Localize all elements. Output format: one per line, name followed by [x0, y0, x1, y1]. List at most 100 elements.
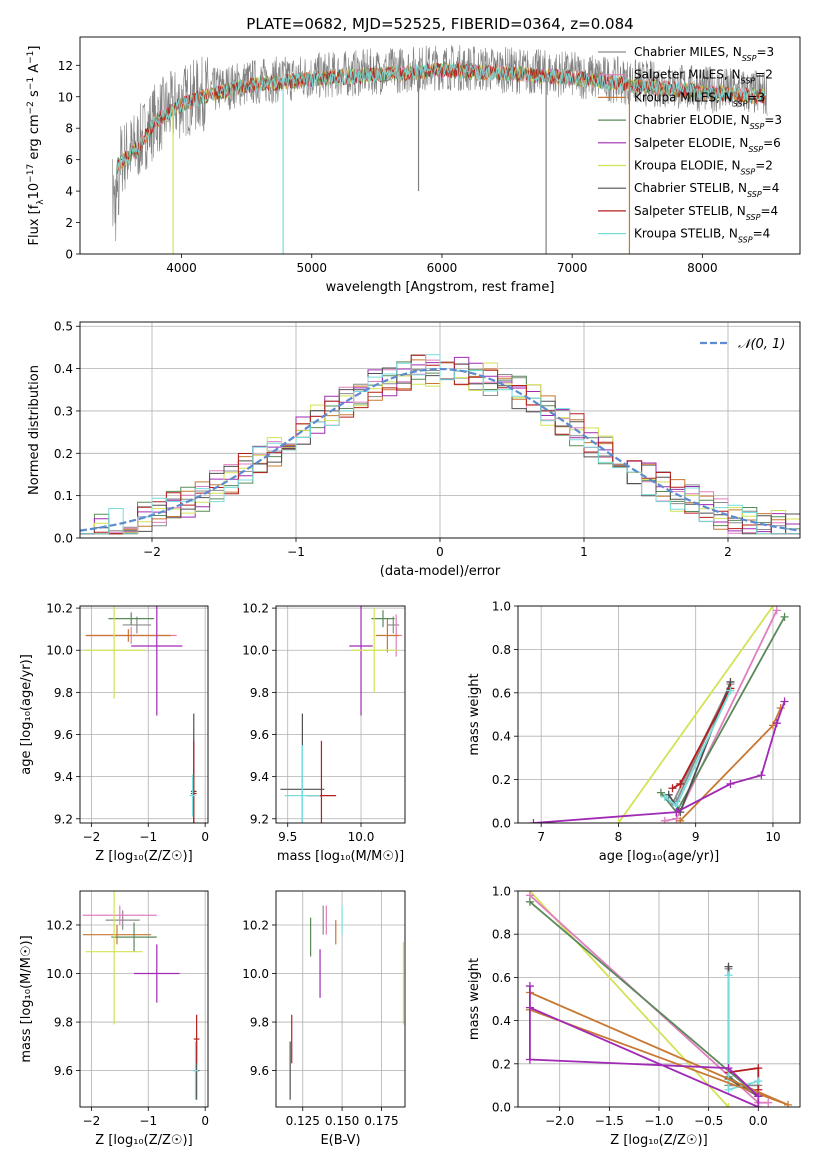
axes-frame [517, 605, 801, 824]
y-tick-label: 0.0 [492, 1101, 511, 1115]
y-tick-label: 0.8 [492, 928, 511, 942]
weight-series-marker [614, 819, 623, 823]
y-axis-label-part: λ [36, 199, 46, 205]
legend-name: Chabrier MILES, N [634, 45, 742, 59]
y-tick-label: 0.2 [54, 447, 73, 461]
legend-n: =3 [764, 113, 782, 127]
y-tick-label: 0.8 [492, 643, 511, 657]
plot-area-mass-vs-Z [82, 891, 200, 1100]
y-axis-label-part: −1 [26, 77, 36, 90]
axes-mass-vs-ebv: 0.125 0.150 0.175 9.6 9.8 10.0 10.2 E(B-V) [242, 890, 406, 1148]
y-tick-label: 9.4 [54, 770, 73, 784]
x-tick-label: −1 [287, 545, 305, 559]
x-axis-label: Z [log₁₀(Z/Z☉)] [610, 1133, 707, 1148]
weight-series-marker [754, 1077, 763, 1086]
axes-frame [275, 890, 406, 1108]
axes-frame [79, 36, 801, 255]
plot-area-mass-vs-ebv [289, 905, 405, 1100]
weight-series-line [529, 986, 760, 1107]
y-axis-label: mass weight [467, 958, 482, 1040]
weight-series-marker [726, 779, 735, 788]
x-tick-label: 0.150 [325, 1114, 359, 1128]
y-tick-label: 10.2 [46, 918, 73, 932]
legend-sub: SSP [741, 167, 756, 176]
y-tick-label: 0.2 [492, 1057, 511, 1071]
x-axis-label: (data-model)/error [380, 564, 501, 579]
weight-series-marker [660, 816, 669, 823]
weight-series-marker [784, 1100, 793, 1107]
y-tick-label: 9.8 [54, 1016, 73, 1030]
y-tick-label: 10.2 [242, 602, 269, 616]
plot-area-weight-vs-age [529, 606, 789, 823]
axes-frame [275, 605, 406, 824]
weight-series-marker [672, 808, 681, 817]
weight-series-marker [525, 1055, 534, 1064]
weight-series-marker [525, 897, 534, 906]
weight-series-marker [525, 982, 534, 991]
legend-n: =4 [753, 227, 771, 241]
weight-series-marker [724, 971, 733, 980]
y-tick-label: 0.1 [54, 489, 73, 503]
y-tick-label: 10.0 [46, 644, 73, 658]
weight-series-marker [780, 697, 789, 706]
weight-series-marker [772, 606, 781, 615]
y-axis-label-part: ] [27, 46, 42, 51]
y-tick-label: 0.6 [492, 971, 511, 985]
y-tick-label: 0 [65, 248, 73, 262]
x-tick-label: 0 [436, 545, 444, 559]
x-tick-label: −1.5 [595, 1114, 624, 1128]
axes-spectrum: 4000 5000 6000 7000 8000 0 2 4 6 8 10 12 wavelength … [26, 36, 801, 295]
y-tick-label: 9.2 [54, 812, 73, 826]
y-tick-label: 9.8 [250, 686, 269, 700]
weight-series-line [533, 701, 786, 823]
x-tick-label: −2 [83, 1114, 101, 1128]
axes-frame [79, 605, 209, 824]
weight-series-marker [768, 606, 777, 610]
x-tick-label: −0.5 [694, 1114, 723, 1128]
y-axis-label-part: A [27, 64, 42, 77]
axes-residuals: −2 −1 0 1 2 0.0 0.1 0.2 0.3 0.4 0.5 (data-model)/er… [27, 320, 801, 579]
y-tick-label: 12 [58, 59, 73, 73]
axes-weight-vs-Z: −2.0 −1.5 −1.0 −0.5 0.0 0.0 0.2 0.4 0.6 0.8 1.0 Z [… [467, 885, 801, 1148]
y-axis-label: mass [log₁₀(M/M☉)] [19, 935, 34, 1062]
legend-n: =2 [755, 68, 773, 82]
y-tick-label: 9.6 [250, 728, 269, 742]
x-axis-label: age [log₁₀(age/yr)] [599, 849, 720, 864]
x-axis-label: Z [log₁₀(Z/Z☉)] [95, 1133, 192, 1148]
legend-label: Salpeter STELIB, NSSP=4 [634, 204, 778, 222]
legend-n: =2 [755, 159, 773, 173]
y-tick-label: 9.2 [250, 812, 269, 826]
x-axis-label: E(B-V) [320, 1133, 360, 1148]
axes-frame [79, 321, 801, 539]
x-tick-label: 10.0 [348, 830, 375, 844]
plot-area-age-vs-Z [82, 606, 197, 823]
legend-n: =3 [756, 45, 774, 59]
y-tick-label: 9.4 [250, 770, 269, 784]
weight-series-marker [754, 1103, 763, 1107]
legend-name: Salpeter STELIB, N [634, 204, 746, 218]
weight-series-line [672, 688, 732, 790]
y-axis-label: mass weight [467, 673, 482, 755]
weight-series-marker [529, 819, 538, 823]
legend-name: Chabrier ELODIE, N [634, 113, 750, 127]
plot-area-residuals [80, 354, 800, 535]
axes-age-vs-mass: 9.5 10.0 9.2 9.4 9.6 9.8 10.0 10.2 mass [log₁₀(M… [242, 602, 406, 864]
legend-n: =4 [762, 181, 780, 195]
y-axis-label: age [log₁₀(age/yr)] [19, 654, 34, 775]
legend-name: Salpeter ELODIE, N [634, 136, 748, 150]
y-tick-label: 0.2 [492, 773, 511, 787]
y-axis-label: Flux [fλ10−17 erg cm−2 s−1 A−1] [26, 46, 46, 246]
weight-series-line [727, 966, 759, 1097]
y-tick-label: 0.5 [54, 320, 73, 334]
legend-name: Salpeter MILES, N [634, 68, 741, 82]
y-tick-label: 0.3 [54, 404, 73, 418]
weight-series-line [617, 606, 774, 823]
x-axis-label: Z [log₁₀(Z/Z☉)] [95, 849, 192, 864]
legend-label: Salpeter MILES, NSSP=2 [634, 68, 773, 86]
legend-label: Chabrier STELIB, NSSP=4 [634, 181, 779, 199]
y-axis-label-part: −2 [26, 101, 36, 114]
x-tick-label: 0.0 [749, 1114, 768, 1128]
x-tick-label: −1 [139, 830, 157, 844]
histogram-step-line [80, 354, 800, 535]
